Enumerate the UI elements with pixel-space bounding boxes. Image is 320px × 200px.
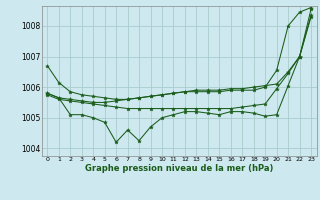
X-axis label: Graphe pression niveau de la mer (hPa): Graphe pression niveau de la mer (hPa) <box>85 164 273 173</box>
